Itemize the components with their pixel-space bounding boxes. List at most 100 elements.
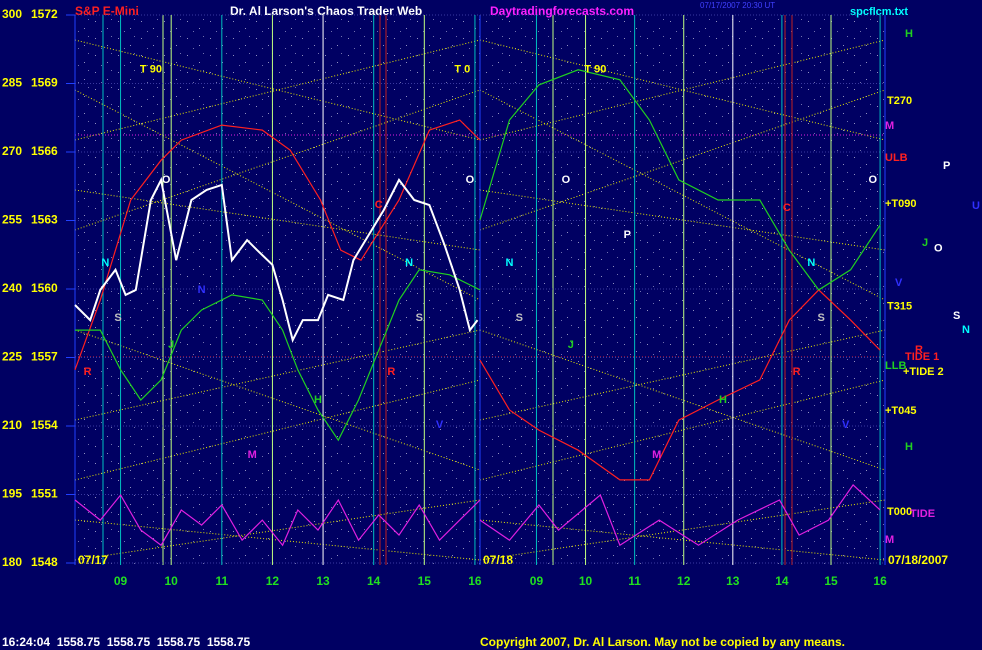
level-label: S — [953, 310, 960, 322]
level-label: M — [885, 120, 894, 132]
level-label: T270 — [887, 95, 912, 107]
level-label: +T045 — [885, 405, 917, 417]
y2-tick-label: 1554 — [31, 418, 58, 432]
y-tick-label: 255 — [2, 213, 22, 227]
annotation: O — [868, 174, 877, 186]
level-label: R — [915, 344, 923, 356]
annotation: N — [405, 257, 413, 269]
level-label: T000 — [887, 506, 912, 518]
x-tick-label: 15 — [824, 574, 838, 588]
x-tick-label: 12 — [266, 574, 280, 588]
y-tick-label: 300 — [2, 7, 22, 21]
annotation: H — [719, 394, 727, 406]
annotation: S — [818, 312, 825, 324]
annotation: N — [505, 257, 513, 269]
annotation: N — [807, 257, 815, 269]
line-series — [75, 269, 481, 442]
line-series — [74, 493, 481, 547]
title: Dr. Al Larson's Chaos Trader Web — [230, 4, 422, 18]
quote: 16:24:04 1558.75 1558.75 1558.75 1558.75 — [2, 635, 251, 649]
annotation: P — [624, 229, 631, 241]
annotation: N — [101, 257, 109, 269]
level-label: H — [905, 441, 913, 453]
line-series — [479, 69, 881, 291]
annotation: R — [84, 366, 92, 378]
y2-tick-label: 1560 — [31, 281, 58, 295]
x-tick-label: 13 — [316, 574, 330, 588]
x-tick-label: 14 — [367, 574, 381, 588]
annotation: T 0 — [454, 64, 470, 76]
y2-tick-label: 1551 — [31, 487, 58, 501]
file-name: spcflcm.txt — [850, 6, 908, 18]
x-tick-label: 15 — [418, 574, 432, 588]
annotation: S — [416, 312, 423, 324]
y2-tick-label: 1557 — [31, 350, 58, 364]
annotation: H — [314, 394, 322, 406]
annotation: O — [162, 174, 171, 186]
level-label: M — [885, 534, 894, 546]
line-series — [479, 483, 881, 547]
y2-tick-label: 1569 — [31, 76, 58, 90]
symbol: S&P E-Mini — [75, 4, 139, 18]
x-tick-label: 12 — [677, 574, 691, 588]
y2-tick-label: 1566 — [31, 144, 58, 158]
y-tick-label: 195 — [2, 487, 22, 501]
x-tick-label: 10 — [165, 574, 179, 588]
date-full: 07/18/2007 — [888, 553, 948, 567]
x-tick-label: 14 — [775, 574, 789, 588]
annotation: C — [783, 202, 791, 214]
timestamp: 07/17/2007 20:30 UT — [700, 1, 775, 10]
annotation: S — [516, 312, 523, 324]
level-label: +TIDE 2 — [903, 366, 944, 378]
y-tick-label: 285 — [2, 76, 22, 90]
decoration — [74, 15, 886, 565]
y-tick-label: 210 — [2, 418, 22, 432]
level-label: ULB — [885, 152, 908, 164]
annotation: J — [168, 339, 174, 351]
x-tick-label: 09 — [530, 574, 544, 588]
line-series — [74, 176, 479, 343]
site: Daytradingforecasts.com — [490, 4, 634, 18]
y-tick-label: 225 — [2, 350, 22, 364]
x-tick-label: 10 — [579, 574, 593, 588]
level-label: J — [922, 237, 928, 249]
x-tick-label: 16 — [873, 574, 887, 588]
x-tick-label: 11 — [215, 574, 228, 588]
x-tick-label: 11 — [628, 574, 641, 588]
level-label: V — [895, 277, 903, 289]
date-label: 07/18 — [483, 553, 513, 567]
annotation: S — [114, 312, 121, 324]
y2-tick-label: 1548 — [31, 555, 58, 569]
annotation: R — [387, 366, 395, 378]
x-tick-label: 13 — [726, 574, 740, 588]
annotation: M — [248, 449, 257, 461]
annotation: O — [562, 174, 571, 186]
annotation: O — [466, 174, 475, 186]
y2-tick-label: 1563 — [31, 213, 58, 227]
level-label: O — [934, 243, 943, 255]
annotation: M — [652, 449, 661, 461]
y-tick-label: 180 — [2, 555, 22, 569]
level-label: T315 — [887, 301, 912, 313]
date-label: 07/17 — [78, 553, 108, 567]
y-tick-label: 270 — [2, 144, 22, 158]
level-label: U — [972, 200, 980, 212]
annotation: V — [842, 419, 850, 431]
annotation: R — [793, 366, 801, 378]
y-tick-label: 240 — [2, 281, 22, 295]
level-label: N — [962, 324, 970, 336]
line-series — [74, 119, 481, 371]
level-label: P — [943, 160, 950, 172]
x-tick-label: 16 — [468, 574, 482, 588]
level-label: TIDE 1 — [905, 351, 939, 363]
copyright: Copyright 2007, Dr. Al Larson. May not b… — [480, 635, 845, 649]
annotation: C — [375, 199, 383, 211]
level-label: H — [905, 28, 913, 40]
level-label: LLB — [885, 360, 906, 372]
x-tick-label: 09 — [114, 574, 128, 588]
annotation: T 90 — [140, 64, 162, 76]
annotation: J — [568, 339, 574, 351]
annotation: T 90 — [584, 64, 606, 76]
